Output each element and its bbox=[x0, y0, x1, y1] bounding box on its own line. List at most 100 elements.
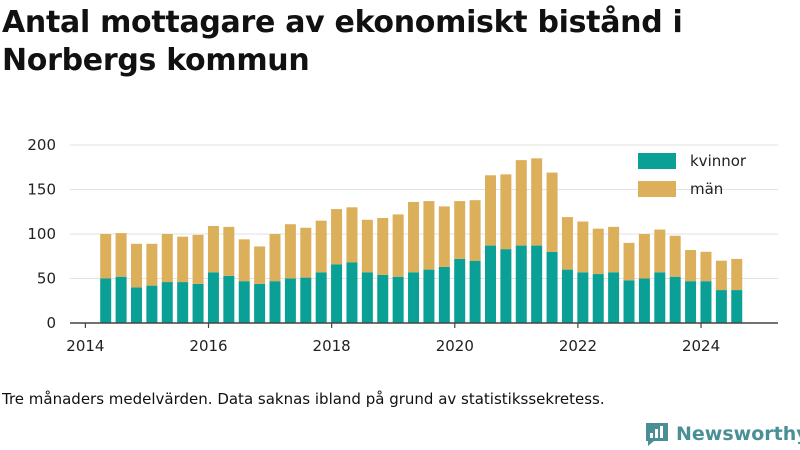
bar-man bbox=[608, 226, 620, 273]
x-tick-label: 2022 bbox=[559, 337, 597, 355]
bar-man bbox=[300, 227, 312, 278]
bar-kvinnor bbox=[315, 272, 327, 323]
bar-kvinnor bbox=[685, 281, 697, 323]
bar-kvinnor bbox=[377, 274, 389, 323]
chart-title: Antal mottagare av ekonomiskt bistånd i … bbox=[2, 5, 683, 78]
bar-kvinnor bbox=[577, 272, 589, 323]
bar-kvinnor bbox=[423, 269, 435, 323]
bar-man bbox=[223, 226, 235, 276]
bar-man bbox=[146, 243, 158, 286]
bar-man bbox=[638, 234, 650, 279]
legend: kvinnor män bbox=[638, 152, 747, 198]
bar-man bbox=[115, 233, 127, 277]
bar-kvinnor bbox=[500, 249, 512, 323]
y-tick-label: 100 bbox=[27, 225, 56, 243]
bar-man bbox=[546, 172, 558, 252]
bar-man bbox=[331, 209, 343, 265]
bar-kvinnor bbox=[300, 277, 312, 323]
bar-kvinnor bbox=[638, 278, 650, 323]
bar-kvinnor bbox=[669, 276, 681, 323]
bar-kvinnor bbox=[130, 287, 142, 323]
bar-man bbox=[207, 225, 219, 273]
newsworthy-logo-icon bbox=[646, 423, 668, 446]
bar-man bbox=[669, 235, 681, 277]
bar-man bbox=[192, 234, 204, 284]
bar-kvinnor bbox=[100, 278, 112, 323]
x-tick-label: 2024 bbox=[682, 337, 720, 355]
legend-label: män bbox=[690, 180, 723, 198]
bar-man bbox=[423, 201, 435, 270]
bar-kvinnor bbox=[177, 282, 189, 323]
y-tick-label: 200 bbox=[27, 136, 56, 154]
bar-man bbox=[377, 217, 389, 275]
bar-kvinnor bbox=[715, 290, 727, 323]
bars bbox=[100, 158, 743, 323]
bar-kvinnor bbox=[346, 262, 358, 323]
axes: 0 50 100 150 200 2014 2016 2018 2020 2022 2024 bbox=[27, 136, 778, 355]
bar-kvinnor bbox=[546, 251, 558, 323]
bar-kvinnor bbox=[515, 245, 527, 323]
bar-man bbox=[438, 206, 450, 267]
bar-kvinnor bbox=[484, 245, 496, 323]
bar-kvinnor bbox=[438, 266, 450, 323]
bar-kvinnor bbox=[531, 245, 543, 323]
legend-label: kvinnor bbox=[690, 152, 747, 170]
x-tick-label: 2020 bbox=[436, 337, 474, 355]
bar-kvinnor bbox=[623, 280, 635, 323]
bar-kvinnor bbox=[238, 281, 250, 323]
footnote: Tre månaders medelvärden. Data saknas ib… bbox=[2, 390, 605, 408]
bar-man bbox=[392, 214, 404, 277]
bar-man bbox=[484, 175, 496, 246]
bar-kvinnor bbox=[454, 258, 466, 323]
bar-man bbox=[161, 234, 173, 283]
bar-man bbox=[454, 201, 466, 259]
bar-man bbox=[500, 174, 512, 250]
bar-man bbox=[715, 260, 727, 291]
bar-man bbox=[408, 201, 420, 273]
legend-swatch bbox=[638, 181, 676, 197]
bar-kvinnor bbox=[207, 272, 219, 323]
bar-man bbox=[731, 258, 743, 291]
bar-man bbox=[577, 221, 589, 273]
bar-kvinnor bbox=[254, 283, 266, 323]
bar-man bbox=[361, 219, 373, 273]
bar-man bbox=[515, 160, 527, 246]
bar-kvinnor bbox=[561, 269, 573, 323]
bar-kvinnor bbox=[361, 272, 373, 323]
bar-man bbox=[269, 234, 281, 282]
bar-kvinnor bbox=[115, 276, 127, 323]
brand-name: Newsworthy bbox=[676, 423, 800, 445]
x-tick-label: 2018 bbox=[313, 337, 351, 355]
brand: Newsworthy bbox=[644, 420, 800, 448]
y-tick-label: 0 bbox=[46, 314, 56, 332]
bar-kvinnor bbox=[592, 274, 604, 323]
bar-man bbox=[700, 251, 712, 282]
bar-man bbox=[623, 242, 635, 281]
bar-man bbox=[254, 246, 266, 284]
bar-kvinnor bbox=[223, 275, 235, 323]
bar-kvinnor bbox=[392, 276, 404, 323]
bar-kvinnor bbox=[469, 260, 481, 323]
bar-kvinnor bbox=[269, 281, 281, 323]
y-tick-label: 50 bbox=[37, 270, 56, 288]
legend-swatch bbox=[638, 153, 676, 169]
bar-man bbox=[100, 234, 112, 279]
bar-man bbox=[130, 243, 142, 288]
bar-kvinnor bbox=[146, 285, 158, 323]
bar-man bbox=[284, 224, 296, 279]
bar-man bbox=[685, 250, 697, 282]
bar-kvinnor bbox=[161, 282, 173, 323]
bar-man bbox=[469, 200, 481, 261]
bar-kvinnor bbox=[654, 272, 666, 323]
bar-kvinnor bbox=[408, 272, 420, 323]
bar-kvinnor bbox=[731, 290, 743, 323]
bar-man bbox=[346, 207, 358, 263]
bar-kvinnor bbox=[700, 281, 712, 323]
bar-man bbox=[315, 220, 327, 273]
bar-man bbox=[561, 217, 573, 270]
y-tick-label: 150 bbox=[27, 181, 56, 199]
x-tick-label: 2016 bbox=[189, 337, 227, 355]
bar-kvinnor bbox=[284, 278, 296, 323]
bar-man bbox=[531, 158, 543, 246]
